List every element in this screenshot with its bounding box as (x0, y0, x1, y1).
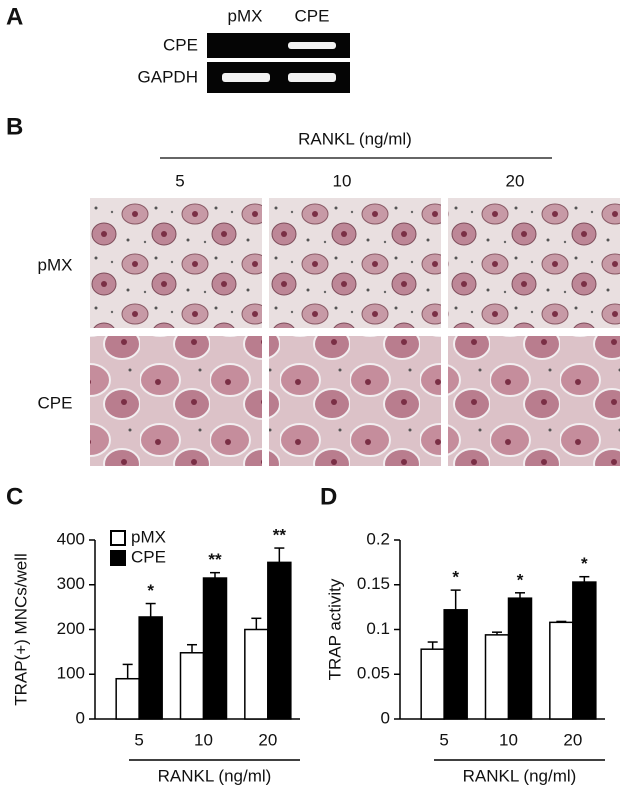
bar (179, 652, 205, 720)
bar (549, 621, 574, 720)
micrograph (448, 198, 620, 328)
band (288, 73, 336, 82)
x-tick-label: 20 (258, 730, 277, 749)
x-tick-label: 10 (194, 730, 213, 749)
micrograph (90, 336, 262, 466)
column-label: 10 (333, 171, 352, 190)
panel-label: A (6, 3, 23, 30)
band (222, 73, 270, 82)
x-tick-label: 5 (134, 730, 143, 749)
bar (572, 581, 597, 720)
bar (138, 616, 163, 720)
error-bar (450, 589, 461, 610)
legend-label: CPE (131, 547, 166, 566)
error-bar (187, 643, 197, 653)
row-label: CPE (163, 35, 198, 54)
chart: C TRAP(+) MNCs/well 0 100 200 300 400 5 * 10 ** 20 *… (6, 483, 300, 785)
x-axis-label: RANKL (ng/ml) (463, 766, 577, 785)
error-bar (274, 547, 285, 563)
legend-label: pMX (131, 527, 166, 546)
significance: * (452, 568, 459, 587)
significance: ** (273, 526, 287, 545)
bar (443, 609, 468, 720)
panel-label: C (6, 483, 23, 510)
row-label: CPE (38, 393, 73, 412)
row-label: GAPDH (138, 67, 198, 86)
y-tick-label: 0.15 (357, 574, 390, 593)
error-bar (145, 602, 156, 617)
bar (202, 577, 228, 720)
header: RANKL (ng/ml) (298, 129, 412, 148)
y-tick-label: 100 (57, 664, 85, 683)
y-tick-label: 0.2 (366, 529, 390, 548)
error-bar (427, 641, 438, 650)
x-tick-label: 10 (499, 730, 518, 749)
significance: ** (208, 550, 222, 569)
significance: * (147, 581, 154, 600)
bar (244, 628, 269, 720)
legend-swatch (110, 530, 126, 546)
x-axis-label: RANKL (ng/ml) (158, 766, 272, 785)
micrograph (269, 198, 441, 328)
error-bar (515, 592, 525, 599)
significance: * (581, 554, 588, 573)
y-tick-label: 200 (57, 619, 85, 638)
error-bar (556, 620, 567, 623)
row-label: pMX (38, 255, 73, 274)
error-bar (251, 617, 262, 630)
panel-label: B (6, 113, 23, 140)
lane-label: CPE (295, 6, 330, 25)
micrograph (90, 198, 262, 328)
x-tick-label: 5 (439, 730, 448, 749)
y-tick-label: 0 (76, 708, 85, 727)
error-bar (492, 631, 502, 635)
panel-label: D (320, 483, 337, 510)
bar (115, 677, 140, 720)
y-tick-label: 300 (57, 574, 85, 593)
y-axis-label: TRAP(+) MNCs/well (11, 553, 30, 706)
panel-b: B RANKL (ng/ml) 5 10 20 pMX CPE (6, 113, 620, 466)
bar (507, 597, 533, 720)
y-tick-label: 0 (381, 708, 390, 727)
bar (484, 634, 510, 720)
lane-label: pMX (228, 6, 263, 25)
y-tick-label: 0.05 (357, 664, 390, 683)
panel-a: A pMX CPE CPE GAPDH (6, 3, 350, 93)
y-tick-label: 400 (57, 529, 85, 548)
chart: D TRAP activity 0 0.05 0.1 0.15 0.2 5 * 10 * 20 * RAN… (320, 483, 605, 785)
column-label: 5 (175, 171, 184, 190)
error-bar (579, 575, 590, 583)
y-axis-label: TRAP activity (325, 578, 344, 680)
bar (267, 561, 292, 720)
band (288, 42, 336, 49)
significance: * (517, 570, 524, 589)
bar (420, 648, 445, 720)
micrograph (269, 336, 441, 466)
legend-swatch (110, 550, 126, 566)
error-bar (210, 571, 220, 579)
y-tick-label: 0.1 (366, 619, 390, 638)
column-label: 20 (506, 171, 525, 190)
x-tick-label: 20 (563, 730, 582, 749)
error-bar (122, 663, 133, 679)
micrograph (448, 336, 620, 466)
